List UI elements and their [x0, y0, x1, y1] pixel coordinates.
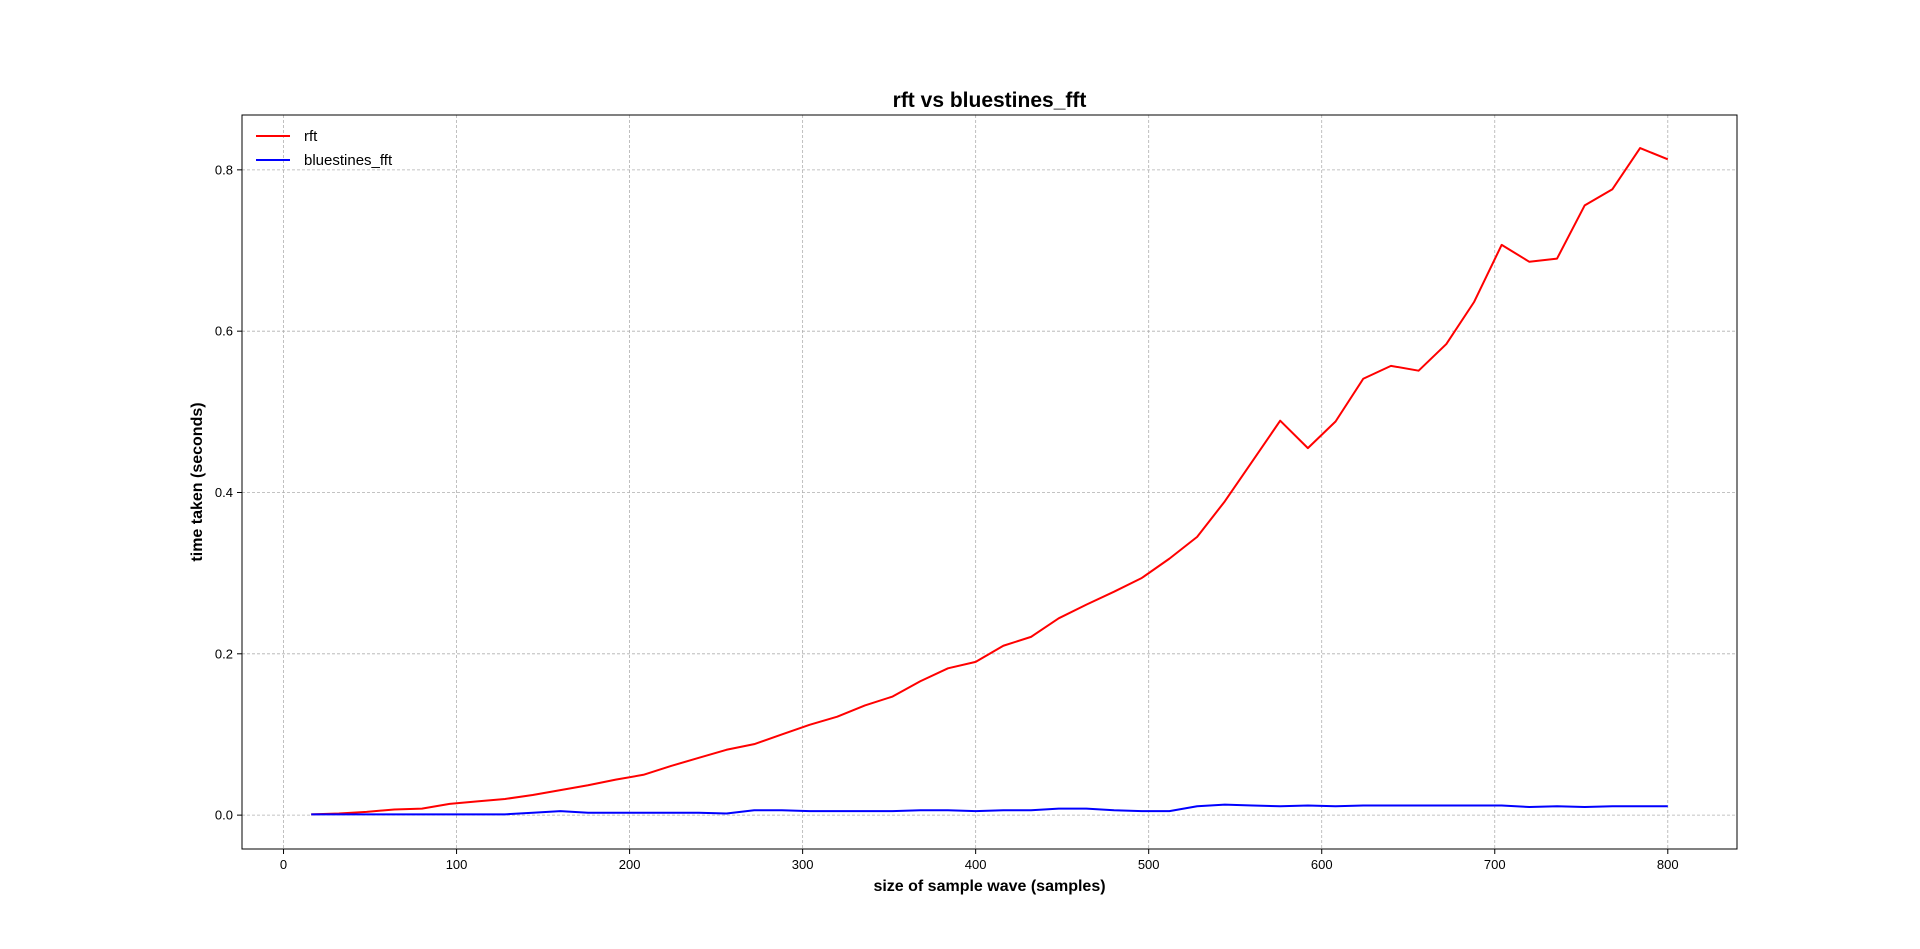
y-tick-label: 0.4	[215, 485, 233, 500]
legend-label-rft: rft	[304, 128, 318, 145]
x-axis-ticks: 0 100 200 300 400 500 600 700 800	[280, 849, 1679, 872]
y-tick-label: 0.6	[215, 324, 233, 339]
x-tick-label: 600	[1311, 857, 1333, 872]
y-axis-title: time taken (seconds)	[189, 402, 206, 561]
legend: rft bluestines_fft	[256, 128, 393, 169]
series-lines	[311, 147, 1669, 816]
series-line-rft	[311, 147, 1669, 816]
x-tick-label: 500	[1138, 857, 1160, 872]
x-tick-label: 800	[1657, 857, 1679, 872]
plot-frame	[241, 114, 1738, 850]
chart-title: rft vs bluestines_fft	[893, 89, 1087, 112]
y-tick-label: 0.0	[215, 808, 233, 823]
series-line-bluestines-fft	[311, 803, 1668, 816]
x-tick-label: 200	[619, 857, 641, 872]
y-axis-ticks: 0.0 0.2 0.4 0.6 0.8	[215, 162, 242, 823]
x-tick-label: 700	[1484, 857, 1506, 872]
x-tick-label: 100	[446, 857, 468, 872]
x-tick-label: 400	[965, 857, 987, 872]
x-axis-title: size of sample wave (samples)	[873, 878, 1105, 895]
x-tick-label: 0	[280, 857, 287, 872]
legend-label-bluestines-fft: bluestines_fft	[304, 152, 393, 169]
x-tick-label: 300	[792, 857, 814, 872]
y-tick-label: 0.2	[215, 646, 233, 661]
y-tick-label: 0.8	[215, 162, 233, 177]
